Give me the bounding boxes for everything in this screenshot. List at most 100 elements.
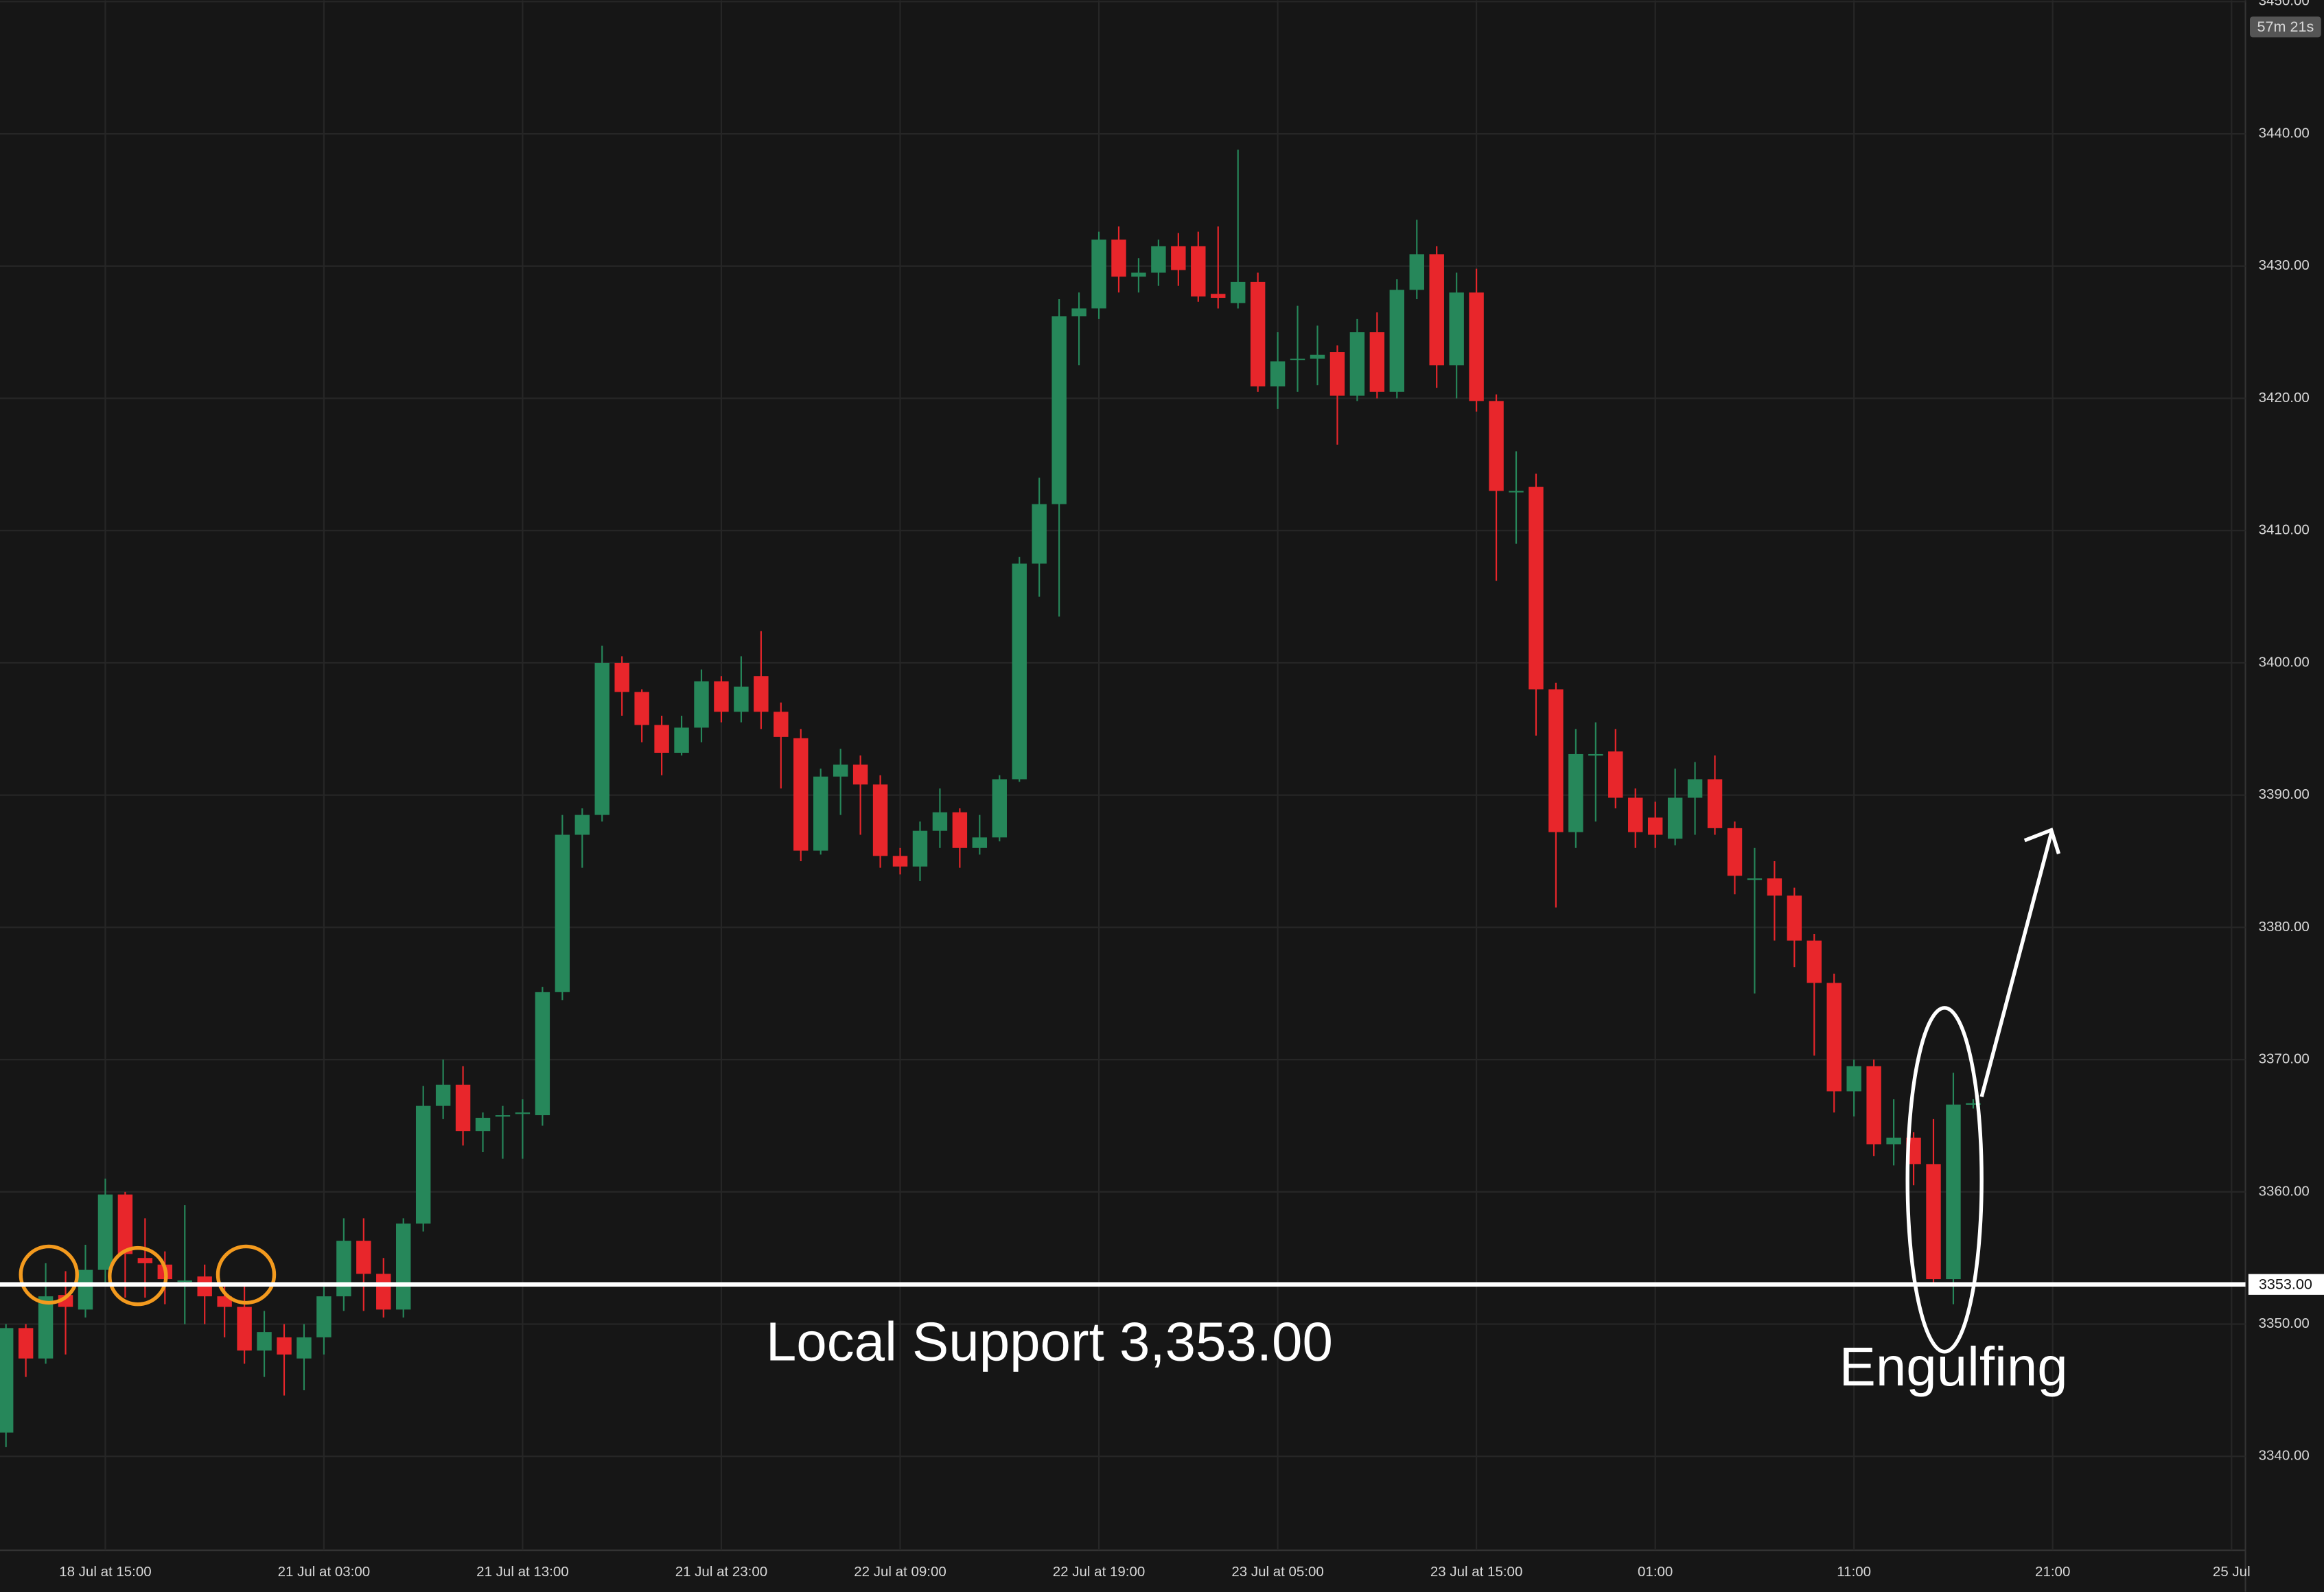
candle-body [277, 1337, 292, 1355]
candle-body [1270, 361, 1286, 387]
candle-body [1489, 401, 1504, 491]
candle-body [1747, 878, 1763, 880]
x-tick-label: 23 Jul at 15:00 [1430, 1564, 1523, 1580]
candle-body [1071, 308, 1087, 317]
y-tick-label: 3420.00 [2259, 390, 2310, 406]
candle-body [1806, 940, 1822, 983]
candle-body [1171, 246, 1186, 270]
candle-body [972, 837, 988, 848]
y-tick-label: 3390.00 [2259, 786, 2310, 802]
arrow-head [2023, 828, 2061, 855]
candle-body [1111, 239, 1126, 277]
candle-body [793, 738, 809, 851]
candle-body [1151, 246, 1166, 273]
candle-body [555, 834, 570, 992]
candle-body [1588, 753, 1603, 756]
candle-body [376, 1274, 391, 1310]
x-tick-label: 01:00 [1638, 1564, 1673, 1580]
candle-body [1409, 254, 1424, 290]
candle-body [852, 764, 868, 785]
y-tick-label: 3350.00 [2259, 1315, 2310, 1331]
support-text: Local Support 3,353.00 [766, 1311, 1333, 1372]
x-tick-label: 22 Jul at 09:00 [854, 1564, 946, 1580]
candle-body [574, 815, 590, 835]
candle-body [634, 692, 649, 725]
candle-body [892, 856, 908, 867]
x-tick-label: 21 Jul at 23:00 [675, 1564, 767, 1580]
candle-body [1389, 290, 1405, 392]
candle-body [177, 1280, 192, 1283]
candle-body [1628, 797, 1643, 832]
candle-body [1866, 1066, 1881, 1145]
candle-body [1449, 292, 1464, 366]
annotation: Engulfing [1839, 1336, 2068, 1397]
candle-body [932, 812, 948, 831]
candle-body [1369, 332, 1385, 392]
x-tick-label: 21:00 [2035, 1564, 2070, 1580]
candle-body [872, 784, 888, 856]
candle-body [1926, 1164, 1941, 1280]
candle-body [297, 1337, 312, 1359]
candle-body [1966, 1103, 1981, 1105]
x-tick-label: 21 Jul at 03:00 [278, 1564, 370, 1580]
candle-body [257, 1332, 272, 1351]
candle-body [415, 1105, 431, 1224]
y-tick-label: 3380.00 [2259, 919, 2310, 935]
candle-body [117, 1194, 133, 1254]
candle-body [1568, 753, 1583, 832]
overlay: Local Support 3,353.00 Engulfing 57m 21s… [0, 16, 2324, 1397]
candle-body [1131, 272, 1146, 277]
y-tick-label: 3360.00 [2259, 1183, 2310, 1199]
candle-body [1032, 504, 1047, 564]
candle-body [1230, 281, 1246, 303]
candle-body [912, 830, 928, 867]
candle-body [714, 681, 729, 712]
candle-body [813, 776, 828, 851]
candle-body [97, 1194, 113, 1270]
candle-body [495, 1115, 511, 1117]
candle-body [754, 676, 769, 712]
candle-body [1846, 1066, 1861, 1092]
candle-body [1667, 797, 1683, 839]
candle-body [992, 779, 1007, 838]
candle-body [1469, 292, 1484, 401]
candle-body [1429, 254, 1444, 366]
candle-body [1349, 332, 1365, 396]
candle-body [535, 992, 550, 1116]
candle-body [18, 1328, 34, 1359]
candle-body [38, 1296, 54, 1359]
candle-body [455, 1084, 471, 1132]
x-tick-label: 23 Jul at 05:00 [1231, 1564, 1324, 1580]
y-tick-label: 3400.00 [2259, 654, 2310, 670]
x-tick-label: 22 Jul at 19:00 [1053, 1564, 1145, 1580]
candle-body [1091, 239, 1106, 309]
y-tick-label: 3370.00 [2259, 1051, 2310, 1067]
support-tag [2248, 1274, 2324, 1295]
y-tick-label: 3440.00 [2259, 125, 2310, 141]
candle-body [1608, 751, 1623, 798]
candle-body [1886, 1137, 1901, 1145]
highlight-circle [108, 1245, 168, 1307]
y-tick-label: 3450.00 [2259, 0, 2310, 9]
candle-body [435, 1084, 451, 1106]
candle-body [1310, 354, 1325, 359]
candle-body [356, 1241, 371, 1274]
candles [0, 150, 1981, 1447]
candle-body [515, 1112, 531, 1114]
candle-body [1767, 878, 1782, 896]
y-tick-label: 3340.00 [2259, 1448, 2310, 1464]
candle-body [1529, 487, 1544, 690]
candle-body [316, 1296, 332, 1337]
candle-body [217, 1296, 232, 1307]
candle-body [1211, 294, 1226, 298]
candle-body [1329, 352, 1345, 396]
highlight-ellipse [1905, 1006, 1984, 1354]
candle-body [1727, 828, 1743, 876]
candle-body [1687, 779, 1703, 798]
x-tick-label: 25 Jul [2213, 1564, 2251, 1580]
countdown: 57m 21s [2257, 18, 2314, 35]
countdown-box [2250, 16, 2321, 38]
